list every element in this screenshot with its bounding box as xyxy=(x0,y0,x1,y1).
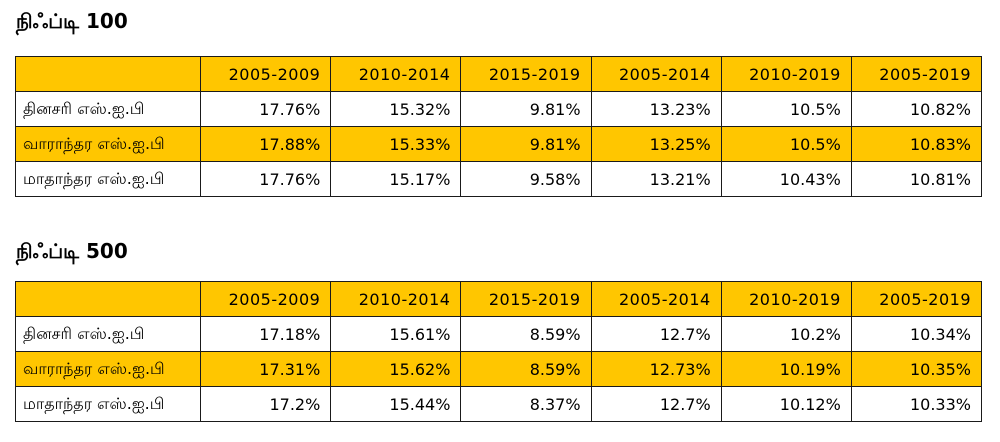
value-cell: 10.43% xyxy=(720,161,852,197)
table-row: வாராந்தர எஸ்.ஐ.பி 17.88% 15.33% 9.81% 13… xyxy=(14,126,983,162)
value-cell: 10.83% xyxy=(850,126,983,162)
value-cell: 17.18% xyxy=(200,316,332,352)
value-cell: 15.44% xyxy=(330,386,462,422)
header-row: 2005-2009 2010-2014 2015-2019 2005-2014 … xyxy=(14,281,983,317)
value-cell: 10.81% xyxy=(850,161,983,197)
table-row: மாதாந்தர எஸ்.ஐ.பி 17.2% 15.44% 8.37% 12.… xyxy=(14,386,983,422)
value-cell: 10.5% xyxy=(720,91,852,127)
header-row: 2005-2009 2010-2014 2015-2019 2005-2014 … xyxy=(14,56,983,92)
value-cell: 17.31% xyxy=(200,351,332,387)
header-cell xyxy=(14,281,202,317)
value-cell: 10.35% xyxy=(850,351,983,387)
header-cell: 2005-2019 xyxy=(850,56,983,92)
value-cell: 13.23% xyxy=(590,91,722,127)
value-cell: 15.33% xyxy=(330,126,462,162)
value-cell: 10.2% xyxy=(720,316,852,352)
header-cell: 2010-2019 xyxy=(720,56,852,92)
value-cell: 10.19% xyxy=(720,351,852,387)
value-cell: 15.61% xyxy=(330,316,462,352)
value-cell: 17.2% xyxy=(200,386,332,422)
table-row: தினசரி எஸ்.ஐ.பி 17.76% 15.32% 9.81% 13.2… xyxy=(14,91,983,127)
value-cell: 12.7% xyxy=(590,386,722,422)
value-cell: 10.12% xyxy=(720,386,852,422)
value-cell: 10.82% xyxy=(850,91,983,127)
value-cell: 10.33% xyxy=(850,386,983,422)
value-cell: 8.59% xyxy=(460,351,592,387)
header-cell: 2010-2014 xyxy=(330,56,462,92)
value-cell: 15.32% xyxy=(330,91,462,127)
table-row: தினசரி எஸ்.ஐ.பி 17.18% 15.61% 8.59% 12.7… xyxy=(14,316,983,352)
nifty-500-section: நிஃப்டி 500 2005-2009 2010-2014 2015-201… xyxy=(14,236,983,422)
header-cell: 2005-2014 xyxy=(590,56,722,92)
value-cell: 10.5% xyxy=(720,126,852,162)
value-cell: 17.88% xyxy=(200,126,332,162)
header-cell: 2010-2014 xyxy=(330,281,462,317)
value-cell: 12.73% xyxy=(590,351,722,387)
value-cell: 13.25% xyxy=(590,126,722,162)
row-label: தினசரி எஸ்.ஐ.பி xyxy=(14,316,202,352)
value-cell: 9.81% xyxy=(460,91,592,127)
header-cell: 2005-2019 xyxy=(850,281,983,317)
header-cell: 2015-2019 xyxy=(460,281,592,317)
value-cell: 8.59% xyxy=(460,316,592,352)
header-cell: 2005-2009 xyxy=(200,56,332,92)
table-row: மாதாந்தர எஸ்.ஐ.பி 17.76% 15.17% 9.58% 13… xyxy=(14,161,983,197)
value-cell: 9.81% xyxy=(460,126,592,162)
value-cell: 15.62% xyxy=(330,351,462,387)
value-cell: 12.7% xyxy=(590,316,722,352)
value-cell: 10.34% xyxy=(850,316,983,352)
value-cell: 13.21% xyxy=(590,161,722,197)
table-title: நிஃப்டி 100 xyxy=(16,9,128,33)
table-title: நிஃப்டி 500 xyxy=(16,239,128,263)
row-label: வாராந்தர எஸ்.ஐ.பி xyxy=(14,126,202,162)
table-row: வாராந்தர எஸ்.ஐ.பி 17.31% 15.62% 8.59% 12… xyxy=(14,351,983,387)
header-cell: 2005-2009 xyxy=(200,281,332,317)
row-label: வாராந்தர எஸ்.ஐ.பி xyxy=(14,351,202,387)
value-cell: 17.76% xyxy=(200,161,332,197)
value-cell: 8.37% xyxy=(460,386,592,422)
row-label: தினசரி எஸ்.ஐ.பி xyxy=(14,91,202,127)
header-cell xyxy=(14,56,202,92)
row-label: மாதாந்தர எஸ்.ஐ.பி xyxy=(14,161,202,197)
header-cell: 2015-2019 xyxy=(460,56,592,92)
header-cell: 2010-2019 xyxy=(720,281,852,317)
value-cell: 15.17% xyxy=(330,161,462,197)
returns-table: 2005-2009 2010-2014 2015-2019 2005-2014 … xyxy=(14,281,983,422)
value-cell: 17.76% xyxy=(200,91,332,127)
nifty-100-section: நிஃப்டி 100 2005-2009 2010-2014 2015-201… xyxy=(14,6,983,197)
value-cell: 9.58% xyxy=(460,161,592,197)
returns-table: 2005-2009 2010-2014 2015-2019 2005-2014 … xyxy=(14,56,983,197)
row-label: மாதாந்தர எஸ்.ஐ.பி xyxy=(14,386,202,422)
header-cell: 2005-2014 xyxy=(590,281,722,317)
